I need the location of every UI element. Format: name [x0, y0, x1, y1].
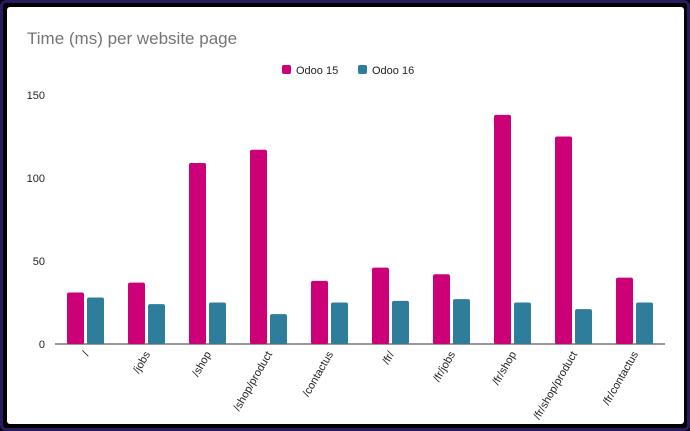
bar-odoo-16	[575, 309, 592, 344]
legend-label: Odoo 15	[296, 65, 338, 77]
bar-chart: 0 50 100 150 / /jobs/shop/shop/product/contac…	[27, 65, 665, 422]
bar-odoo-16	[148, 304, 165, 344]
legend-label: Odoo 16	[372, 65, 414, 77]
bar-odoo-16	[636, 302, 653, 344]
bar-odoo-15	[189, 163, 206, 344]
bar-odoo-15	[555, 136, 572, 344]
bar-odoo-15	[372, 267, 389, 344]
y-tick-label: 150	[27, 90, 45, 102]
x-tick-label: /fr/shop/product	[531, 350, 580, 422]
bar-odoo-15	[67, 292, 84, 344]
y-tick-label: 50	[33, 256, 45, 268]
bar-odoo-16	[453, 299, 470, 344]
x-tick-label: /fr/	[380, 349, 397, 367]
bar-odoo-16	[392, 300, 409, 344]
bar-odoo-15	[250, 149, 267, 344]
bar-odoo-16	[270, 314, 287, 344]
legend-swatch	[358, 65, 367, 74]
y-tick-label: 100	[27, 173, 45, 185]
bar-odoo-15	[128, 282, 145, 344]
legend-swatch	[282, 65, 291, 74]
bar-odoo-16	[514, 302, 531, 344]
chart-title: Time (ms) per website page	[27, 29, 238, 48]
y-tick-label: 0	[39, 339, 45, 351]
bar-odoo-16	[209, 302, 226, 344]
x-tick-label: /shop	[190, 350, 214, 379]
x-tick-label: /contactus	[301, 349, 337, 399]
x-tick-label: /fr/contactus	[601, 349, 642, 407]
bar-odoo-16	[331, 302, 348, 344]
x-tick-label: /jobs	[131, 349, 153, 376]
bar-odoo-15	[433, 274, 450, 344]
chart-card: Time (ms) per website page 0 50 100 150 / /jo…	[7, 7, 684, 424]
bar-odoo-15	[494, 114, 511, 344]
bar-odoo-15	[616, 277, 633, 344]
x-tick-label: /	[80, 349, 92, 358]
x-tick-label: /shop/product	[231, 350, 275, 414]
x-tick-label: /fr/jobs	[431, 349, 458, 384]
x-tick-label: /fr/shop	[490, 350, 519, 388]
bar-odoo-15	[311, 280, 328, 344]
bar-odoo-16	[87, 297, 104, 344]
